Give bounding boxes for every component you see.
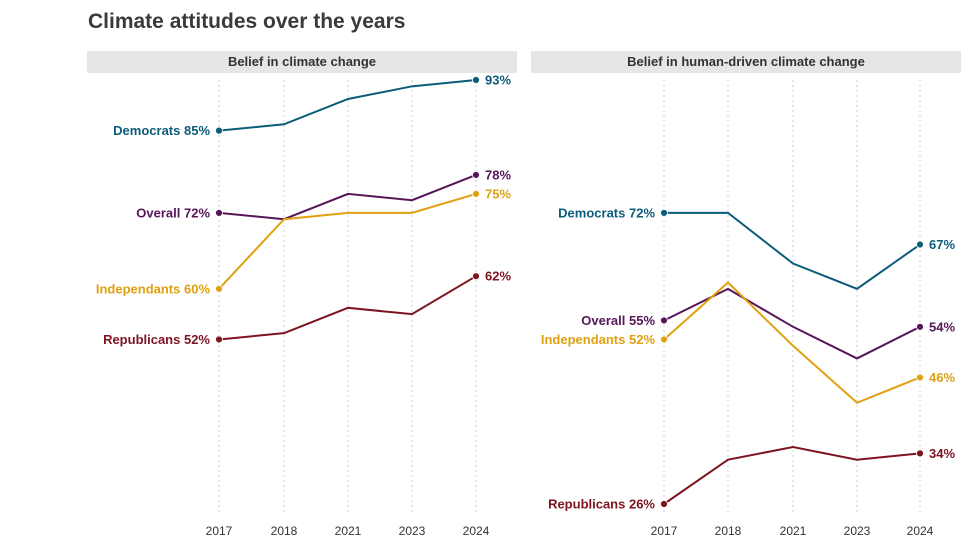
x-tick-label: 2017 bbox=[206, 524, 233, 538]
data-point-republicans bbox=[215, 335, 223, 344]
data-point-overall bbox=[916, 322, 924, 331]
x-tick-label: 2023 bbox=[399, 524, 426, 538]
data-point-republicans bbox=[660, 500, 668, 508]
end-label-independants: 46% bbox=[929, 370, 955, 385]
data-point-independants bbox=[215, 284, 223, 293]
start-label-republicans: Republicans 26% bbox=[548, 497, 655, 512]
start-label-republicans: Republicans 52% bbox=[103, 332, 210, 347]
data-point-overall bbox=[472, 171, 480, 179]
x-tick-label: 2024 bbox=[463, 524, 490, 538]
data-point-republicans bbox=[916, 449, 924, 458]
end-label-republicans: 62% bbox=[485, 269, 511, 284]
end-label-democrats: 93% bbox=[485, 73, 511, 88]
x-tick-label: 2024 bbox=[907, 524, 934, 538]
end-label-democrats: 67% bbox=[929, 237, 955, 252]
x-tick-label: 2021 bbox=[780, 524, 807, 538]
start-label-democrats: Democrats 85% bbox=[113, 123, 210, 138]
panel-header-human-driven: Belief in human-driven climate change bbox=[531, 51, 961, 73]
start-label-independants: Independants 52% bbox=[541, 332, 656, 347]
end-label-republicans: 34% bbox=[929, 446, 955, 461]
end-label-independants: 75% bbox=[485, 186, 511, 201]
x-tick-label: 2018 bbox=[715, 524, 742, 538]
data-point-democrats bbox=[916, 240, 924, 249]
series-line-democrats bbox=[218, 79, 477, 132]
data-point-democrats bbox=[660, 208, 668, 217]
data-point-independants bbox=[472, 190, 480, 198]
end-label-overall: 54% bbox=[929, 319, 955, 334]
x-tick-label: 2018 bbox=[271, 524, 298, 538]
series-line-democrats bbox=[664, 211, 921, 290]
series-line-overall bbox=[218, 173, 477, 221]
data-point-overall bbox=[215, 208, 223, 217]
start-label-overall: Overall 72% bbox=[136, 205, 210, 220]
x-tick-label: 2017 bbox=[651, 524, 678, 538]
series-line-independants bbox=[218, 192, 477, 290]
data-point-independants bbox=[660, 335, 668, 344]
chart-title: Climate attitudes over the years bbox=[88, 10, 406, 33]
data-point-democrats bbox=[472, 76, 480, 84]
series-line-overall bbox=[663, 287, 921, 360]
series-line-republicans bbox=[218, 275, 477, 341]
x-tick-label: 2021 bbox=[335, 524, 362, 538]
start-label-independants: Independants 60% bbox=[96, 281, 211, 296]
start-label-overall: Overall 55% bbox=[581, 313, 655, 328]
panel-header-belief: Belief in climate change bbox=[87, 51, 517, 73]
start-label-democrats: Democrats 72% bbox=[558, 205, 655, 220]
data-point-republicans bbox=[472, 272, 480, 281]
end-label-overall: 78% bbox=[485, 167, 511, 182]
x-tick-label: 2023 bbox=[844, 524, 871, 538]
data-point-independants bbox=[916, 373, 924, 382]
series-line-republicans bbox=[663, 446, 921, 505]
data-point-overall bbox=[660, 316, 668, 325]
series-line-independants bbox=[663, 281, 921, 404]
data-point-democrats bbox=[215, 126, 223, 135]
